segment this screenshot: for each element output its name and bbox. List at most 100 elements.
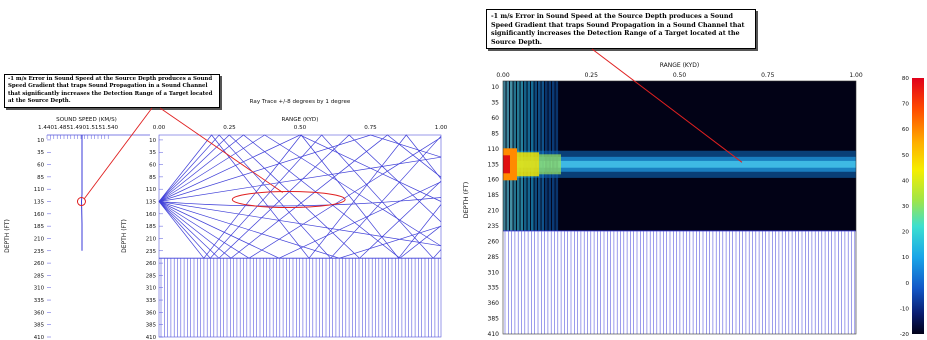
ray-path xyxy=(158,134,442,259)
ray-path xyxy=(158,134,442,202)
tl-ytick-label: 135 xyxy=(488,161,500,168)
ray-path xyxy=(158,137,442,259)
ray-path xyxy=(158,134,442,247)
colorbar-tick-label: 50 xyxy=(902,153,910,159)
tl-ytick-label: 10 xyxy=(491,84,499,91)
ray-path xyxy=(158,134,442,259)
colorbar-tick-label: 30 xyxy=(902,204,910,210)
left-callout-leader-profile xyxy=(84,107,153,199)
colorbar-tick-label: 20 xyxy=(902,230,910,236)
ray-trace-chart: Ray Trace +/-8 degrees by 1 degree RANGE … xyxy=(121,99,448,340)
tl-ytick-label: 160 xyxy=(488,177,500,184)
colorbar-tick-label: -20 xyxy=(900,332,910,338)
callout-right: -1 m/s Error in Sound Speed at the Sourc… xyxy=(486,9,756,49)
tl-xtick-label: 0.00 xyxy=(496,72,510,79)
ray-ytick-label: 385 xyxy=(146,323,156,329)
ray-path xyxy=(158,134,442,202)
tl-xtick-label: 0.25 xyxy=(585,72,599,79)
colorbar: 80 70 60 50 40 30 20 10 0 -10 -20 xyxy=(900,76,924,338)
ssp-ytick-label: 85 xyxy=(37,175,44,181)
tl-xtick-label: 0.75 xyxy=(761,72,775,79)
ray-xtick-label: 0.00 xyxy=(153,125,166,131)
ray-ytick-label: 35 xyxy=(149,150,156,156)
ray-xtick-label: 1.00 xyxy=(435,125,448,131)
ssp-ytick-label: 410 xyxy=(34,335,45,340)
ray-xlabel: RANGE (KYD) xyxy=(282,117,319,123)
ssp-ytick-label: 35 xyxy=(37,150,44,156)
colorbar-tick-label: 80 xyxy=(902,76,910,82)
ray-xtick-label: 0.75 xyxy=(364,125,377,131)
ssp-ytick-label: 110 xyxy=(34,187,45,193)
ray-ytick-label: 235 xyxy=(146,249,156,255)
transmission-loss-chart: RANGE (KYD) 0.00 0.25 0.50 0.75 1.00 10 35 60 85 1… xyxy=(462,62,863,338)
ssp-ytick-label: 260 xyxy=(34,261,45,267)
tl-ytick-label: 335 xyxy=(488,285,500,292)
ssp-ylabel: DEPTH (FT) xyxy=(4,219,11,253)
tl-ytick-label: 235 xyxy=(488,223,500,230)
right-callout-leader xyxy=(591,48,743,163)
ssp-xlabel: SOUND SPEED (KM/S) xyxy=(56,117,117,123)
ssp-ytick-label: 310 xyxy=(34,286,45,292)
ray-path xyxy=(158,201,442,247)
colorbar-tick-label: 40 xyxy=(902,178,910,184)
ssp-ytick-label: 210 xyxy=(34,236,45,242)
colorbar-tick-label: -10 xyxy=(900,306,910,312)
tl-source-mild xyxy=(539,154,561,175)
tl-ytick-label: 385 xyxy=(488,316,500,323)
ray-ytick-label: 285 xyxy=(146,273,156,279)
ssp-ytick-label: 335 xyxy=(34,298,44,304)
tl-channel-core xyxy=(503,160,856,168)
ray-ytick-label: 260 xyxy=(146,261,157,267)
ray-path xyxy=(158,197,442,207)
ray-path xyxy=(158,134,442,259)
ssp-ytick-label: 285 xyxy=(34,273,44,279)
ssp-ytick-label: 385 xyxy=(34,323,44,329)
ssp-highlight-circle xyxy=(76,197,86,207)
ray-ytick-label: 360 xyxy=(146,310,157,316)
left-callout-leader-ray xyxy=(159,107,283,193)
ssp-ytick-label: 10 xyxy=(37,138,44,144)
ray-ytick-label: 110 xyxy=(146,187,157,193)
callout-left: -1 m/s Error in Sound Speed at the Sourc… xyxy=(4,74,220,108)
ray-ytick-label: 310 xyxy=(146,286,157,292)
ray-ytick-label: 335 xyxy=(146,298,156,304)
tl-ytick-label: 260 xyxy=(488,238,500,245)
tl-xlabel: RANGE (KYD) xyxy=(660,62,700,69)
tl-ytick-label: 185 xyxy=(488,192,500,199)
tl-source-warm xyxy=(517,152,539,177)
tl-ytick-label: 110 xyxy=(488,146,500,153)
tl-xtick-label: 0.50 xyxy=(673,72,687,79)
ray-path xyxy=(158,134,442,259)
tl-ytick-label: 285 xyxy=(488,254,500,261)
ray-ytick-label: 60 xyxy=(149,163,156,169)
ssp-xtick-labels: 1.4401.4851.4901.5151.540 xyxy=(38,125,119,131)
tl-ytick-label: 210 xyxy=(488,208,500,215)
tl-ylabel: DEPTH (FT) xyxy=(462,182,470,219)
ssp-ytick-label: 60 xyxy=(37,163,44,169)
ray-trapped-ellipse xyxy=(231,191,346,209)
ray-title: Ray Trace +/-8 degrees by 1 degree xyxy=(250,99,351,105)
ssp-ytick-label: 235 xyxy=(34,249,44,255)
ray-path xyxy=(158,156,442,202)
colorbar-tick-label: 60 xyxy=(902,127,910,133)
ray-ytick-label: 135 xyxy=(146,200,156,206)
tl-ytick-label: 35 xyxy=(491,100,499,107)
ray-ytick-label: 160 xyxy=(146,212,157,218)
tl-plot-frame xyxy=(502,80,857,335)
ray-xtick-label: 0.50 xyxy=(294,125,307,131)
tl-xtick-label: 1.00 xyxy=(849,72,863,79)
ray-ytick-label: 10 xyxy=(149,138,156,144)
ray-path xyxy=(158,134,442,259)
colorbar-gradient xyxy=(912,78,924,334)
ray-path xyxy=(158,201,442,259)
tl-ytick-label: 310 xyxy=(488,269,500,276)
ssp-ytick-label: 185 xyxy=(34,224,44,230)
colorbar-tick-label: 10 xyxy=(902,255,910,261)
ray-path xyxy=(158,134,442,259)
tl-ytick-label: 60 xyxy=(491,115,499,122)
colorbar-tick-label: 0 xyxy=(905,281,909,287)
ray-ytick-label: 85 xyxy=(149,175,156,181)
ssp-ytick-label: 160 xyxy=(34,212,45,218)
ray-ylabel: DEPTH (FT) xyxy=(121,219,128,253)
